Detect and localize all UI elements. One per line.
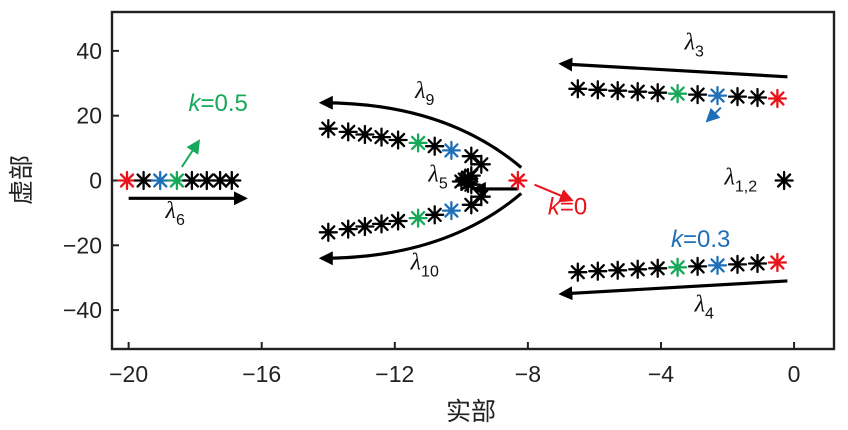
eigenvalue-marker xyxy=(687,84,708,105)
eigenvalue-marker xyxy=(608,260,628,280)
eigenvalue-marker xyxy=(388,130,408,150)
eigenvalue-marker xyxy=(371,127,392,147)
eigenvalue-marker xyxy=(458,173,478,194)
eigenvalue-marker xyxy=(568,79,588,99)
arrow-lambda3 xyxy=(558,57,788,79)
eigenvalue-marker xyxy=(222,170,242,191)
eigenvalue-marker xyxy=(425,205,445,225)
eigenvalue-marker xyxy=(167,170,187,191)
eigenvalue-marker xyxy=(471,154,491,174)
eigenvalue-marker xyxy=(210,170,230,191)
eigenvalue-marker xyxy=(408,133,428,153)
eigenvalue-marker xyxy=(588,261,608,281)
gain-label: k=0.5 xyxy=(189,90,248,117)
eigenvalue-marker xyxy=(508,170,528,191)
eigenvalue-marker xyxy=(461,195,481,215)
y-tick-label: 40 xyxy=(76,38,102,64)
eigenvalue-label: λ10 xyxy=(410,250,439,281)
annotations-layer: λ3 λ9 λ5 λ1,2 λ6 λ10 λ4 k=0.5 k=0.3 k=0 xyxy=(165,29,758,322)
eigenvalue-label: λ6 xyxy=(165,198,185,229)
x-tick-label: −20 xyxy=(109,361,148,387)
eigenvalue-marker xyxy=(425,136,445,156)
eigenvalue-marker xyxy=(687,256,708,277)
pointer-k03 xyxy=(705,106,722,123)
eigenvalue-marker xyxy=(318,119,338,139)
y-axis-title: 虚部 xyxy=(7,155,36,205)
eigenvalue-marker xyxy=(628,82,648,102)
eigenvalue-marker xyxy=(117,170,137,191)
eigenvalue-marker xyxy=(774,170,794,191)
eigenvalue-marker xyxy=(355,124,375,145)
y-tick-label: −40 xyxy=(63,297,102,323)
y-tick-label: 20 xyxy=(76,103,102,129)
eigenvalue-label: λ3 xyxy=(684,29,704,60)
eigenvalue-marker xyxy=(461,146,481,166)
eigenvalue-marker xyxy=(408,208,428,228)
arrow-lambda10 xyxy=(318,192,523,266)
eigenvalue-marker xyxy=(767,252,788,273)
eigenvalue-marker xyxy=(182,170,202,191)
eigenvalue-marker xyxy=(371,214,392,234)
eigenvalue-marker xyxy=(471,187,491,207)
eigenvalue-marker xyxy=(318,222,338,242)
x-tick-label: −8 xyxy=(515,361,541,387)
eigenvalue-marker xyxy=(338,219,358,239)
x-tick-label: −12 xyxy=(375,361,414,387)
x-tick-label: 0 xyxy=(788,361,801,387)
pointer-k0 xyxy=(534,183,574,203)
eigenvalue-marker xyxy=(133,170,154,191)
x-tick-label: −16 xyxy=(242,361,281,387)
eigenvalue-marker xyxy=(355,216,375,237)
eigenvalue-label: λ5 xyxy=(427,161,447,192)
eigenvalue-marker xyxy=(667,257,688,277)
gain-label: k=0 xyxy=(548,194,587,221)
eigenvalue-marker xyxy=(747,253,768,274)
eigenvalue-markers-layer xyxy=(117,79,794,282)
y-tick-label: −20 xyxy=(63,232,102,258)
eigenvalue-marker xyxy=(608,81,628,101)
x-tick-label: −4 xyxy=(648,361,674,387)
eigenvalue-marker xyxy=(388,211,408,231)
eigenvalue-marker xyxy=(767,88,788,109)
eigenvalue-marker xyxy=(628,259,648,279)
eigenvalue-marker xyxy=(707,85,728,106)
y-tick-label: 0 xyxy=(89,168,102,194)
eigenvalue-marker xyxy=(568,262,588,282)
eigenvalue-marker xyxy=(197,170,217,191)
eigenvalue-marker xyxy=(747,87,768,108)
pointer-k05 xyxy=(181,139,201,168)
eigenvalue-marker xyxy=(727,254,748,275)
eigenvalue-marker xyxy=(707,255,728,276)
gain-label: k=0.3 xyxy=(671,226,730,253)
trajectory-arrows-layer xyxy=(128,57,788,301)
eigenvalue-marker xyxy=(441,200,462,221)
eigenvalue-marker xyxy=(441,140,462,161)
eigenvalue-marker xyxy=(588,80,608,100)
eigenvalue-marker xyxy=(461,175,481,195)
eigenvalue-marker xyxy=(648,258,668,278)
x-axis-title: 实部 xyxy=(446,397,496,426)
eigenvalue-marker xyxy=(667,84,688,104)
eigenvalue-label: λ4 xyxy=(694,292,714,323)
arrow-lambda9 xyxy=(318,95,523,169)
arrow-lambda4 xyxy=(558,279,788,301)
eigenvalue-marker xyxy=(338,122,358,142)
eigenvalue-marker xyxy=(451,171,472,192)
eigenvalue-marker xyxy=(727,86,748,107)
eigenvalue-marker xyxy=(150,170,170,191)
eigenvalue-marker xyxy=(648,83,668,103)
eigenvalue-label: λ9 xyxy=(414,78,434,109)
eigenvalue-label: λ1,2 xyxy=(724,164,758,195)
